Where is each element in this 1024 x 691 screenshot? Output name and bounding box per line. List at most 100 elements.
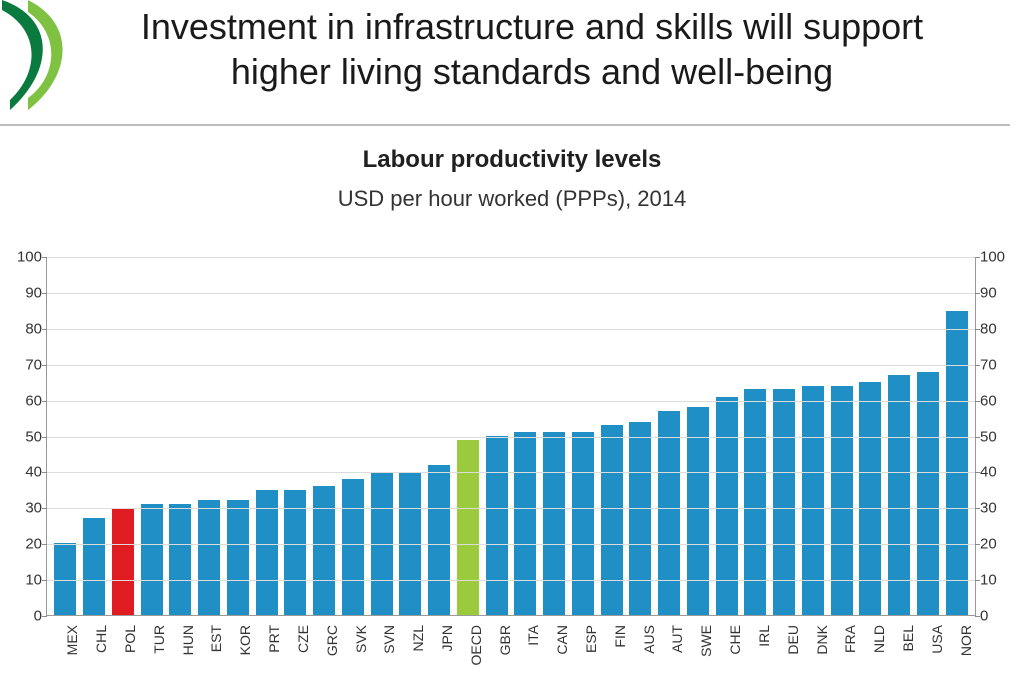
bar-grc xyxy=(313,486,335,615)
y-tick-label-left: 20 xyxy=(12,536,42,553)
y-tick-label-left: 10 xyxy=(12,572,42,589)
y-tick-label-right: 40 xyxy=(980,464,1010,481)
y-tick xyxy=(42,580,47,581)
x-slot: CAN xyxy=(540,619,569,671)
grid-line xyxy=(47,580,975,581)
y-tick xyxy=(42,329,47,330)
x-slot: NZL xyxy=(396,619,425,671)
bar-irl xyxy=(744,389,766,615)
bar-jpn xyxy=(428,465,450,615)
chart-subtitle: USD per hour worked (PPPs), 2014 xyxy=(0,186,1024,212)
bar-bel xyxy=(888,375,910,615)
y-tick xyxy=(42,401,47,402)
productivity-chart: MEXCHLPOLTURHUNESTKORPRTCZEGRCSVKSVNNZLJ… xyxy=(12,245,1010,671)
bar-fin xyxy=(601,425,623,615)
x-slot: POL xyxy=(108,619,137,671)
y-tick-label-right: 0 xyxy=(980,608,1010,625)
x-slot: FIN xyxy=(597,619,626,671)
y-tick-label-right: 60 xyxy=(980,392,1010,409)
x-slot: NOR xyxy=(943,619,972,671)
x-slot: DNK xyxy=(799,619,828,671)
x-slot: SVN xyxy=(367,619,396,671)
bar-tur xyxy=(141,504,163,615)
grid-line xyxy=(47,257,975,258)
x-slot: OECD xyxy=(453,619,482,671)
bar-svk xyxy=(342,479,364,615)
y-tick-label-right: 100 xyxy=(980,249,1010,266)
x-slot: KOR xyxy=(223,619,252,671)
grid-line xyxy=(47,365,975,366)
x-slot: ITA xyxy=(511,619,540,671)
grid-line xyxy=(47,437,975,438)
y-tick-label-right: 10 xyxy=(980,572,1010,589)
bar-nor xyxy=(946,311,968,615)
y-tick xyxy=(42,508,47,509)
x-slot: CZE xyxy=(281,619,310,671)
x-slot: DEU xyxy=(770,619,799,671)
y-tick xyxy=(42,616,47,617)
x-axis-labels: MEXCHLPOLTURHUNESTKORPRTCZEGRCSVKSVNNZLJ… xyxy=(46,619,976,671)
x-slot: SVK xyxy=(338,619,367,671)
x-slot: SWE xyxy=(684,619,713,671)
plot-area xyxy=(46,257,976,616)
bar-pol xyxy=(112,508,134,615)
bar-esp xyxy=(572,432,594,615)
grid-line xyxy=(47,544,975,545)
x-slot: IRL xyxy=(742,619,771,671)
bar-aut xyxy=(658,411,680,615)
grid-line xyxy=(47,401,975,402)
x-slot: GRC xyxy=(309,619,338,671)
y-tick-label-right: 70 xyxy=(980,356,1010,373)
grid-line xyxy=(47,329,975,330)
x-slot: EST xyxy=(194,619,223,671)
y-tick-label-left: 60 xyxy=(12,392,42,409)
y-tick-label-right: 50 xyxy=(980,428,1010,445)
x-slot: GBR xyxy=(482,619,511,671)
bar-kor xyxy=(227,500,249,615)
y-tick-label-left: 100 xyxy=(12,249,42,266)
x-slot: AUS xyxy=(626,619,655,671)
bar-swe xyxy=(687,407,709,615)
bar-gbr xyxy=(486,436,508,615)
header: Investment in infrastructure and skills … xyxy=(0,0,1024,124)
slide-title: Investment in infrastructure and skills … xyxy=(80,4,1004,94)
y-tick-label-right: 30 xyxy=(980,500,1010,517)
bar-can xyxy=(543,432,565,615)
y-tick xyxy=(42,293,47,294)
oecd-logo-icon xyxy=(0,0,68,110)
x-slot: NLD xyxy=(857,619,886,671)
y-tick-label-left: 70 xyxy=(12,356,42,373)
chart-title: Labour productivity levels xyxy=(0,146,1024,174)
x-slot: USA xyxy=(914,619,943,671)
y-tick xyxy=(42,437,47,438)
bar-oecd xyxy=(457,440,479,615)
y-tick-label-left: 30 xyxy=(12,500,42,517)
y-tick-label-right: 80 xyxy=(980,320,1010,337)
x-slot: CHL xyxy=(79,619,108,671)
x-slot: AUT xyxy=(655,619,684,671)
bar-chl xyxy=(83,518,105,615)
x-slot: JPN xyxy=(425,619,454,671)
y-tick-label-left: 90 xyxy=(12,284,42,301)
grid-line xyxy=(47,293,975,294)
slide: Investment in infrastructure and skills … xyxy=(0,0,1024,691)
x-slot: MEX xyxy=(50,619,79,671)
bar-hun xyxy=(169,504,191,615)
y-tick-label-right: 90 xyxy=(980,284,1010,301)
y-tick-label-right: 20 xyxy=(980,536,1010,553)
bar-usa xyxy=(917,372,939,615)
y-tick-label-left: 50 xyxy=(12,428,42,445)
x-tick-label: NOR xyxy=(958,625,974,656)
y-tick-label-left: 0 xyxy=(12,608,42,625)
x-slot: CHE xyxy=(713,619,742,671)
bar-ita xyxy=(514,432,536,615)
x-slot: PRT xyxy=(252,619,281,671)
bar-aus xyxy=(629,422,651,615)
header-rule xyxy=(0,124,1010,126)
grid-line xyxy=(47,472,975,473)
x-slot: ESP xyxy=(569,619,598,671)
bar-che xyxy=(716,397,738,615)
x-slot: BEL xyxy=(886,619,915,671)
x-slot: HUN xyxy=(165,619,194,671)
y-tick-label-left: 40 xyxy=(12,464,42,481)
